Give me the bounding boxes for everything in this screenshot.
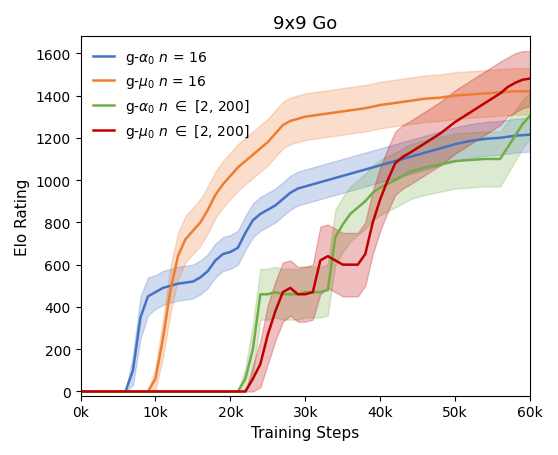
Title: 9x9 Go: 9x9 Go [273,15,338,33]
Legend: g-$\alpha_0$ $n$ = 16, g-$\mu_0$ $n$ = 16, g-$\alpha_0$ $n$ $\in$ [2, 200], g-$\: g-$\alpha_0$ $n$ = 16, g-$\mu_0$ $n$ = 1… [88,44,256,146]
Y-axis label: Elo Rating: Elo Rating [15,178,30,255]
X-axis label: Training Steps: Training Steps [251,425,359,440]
